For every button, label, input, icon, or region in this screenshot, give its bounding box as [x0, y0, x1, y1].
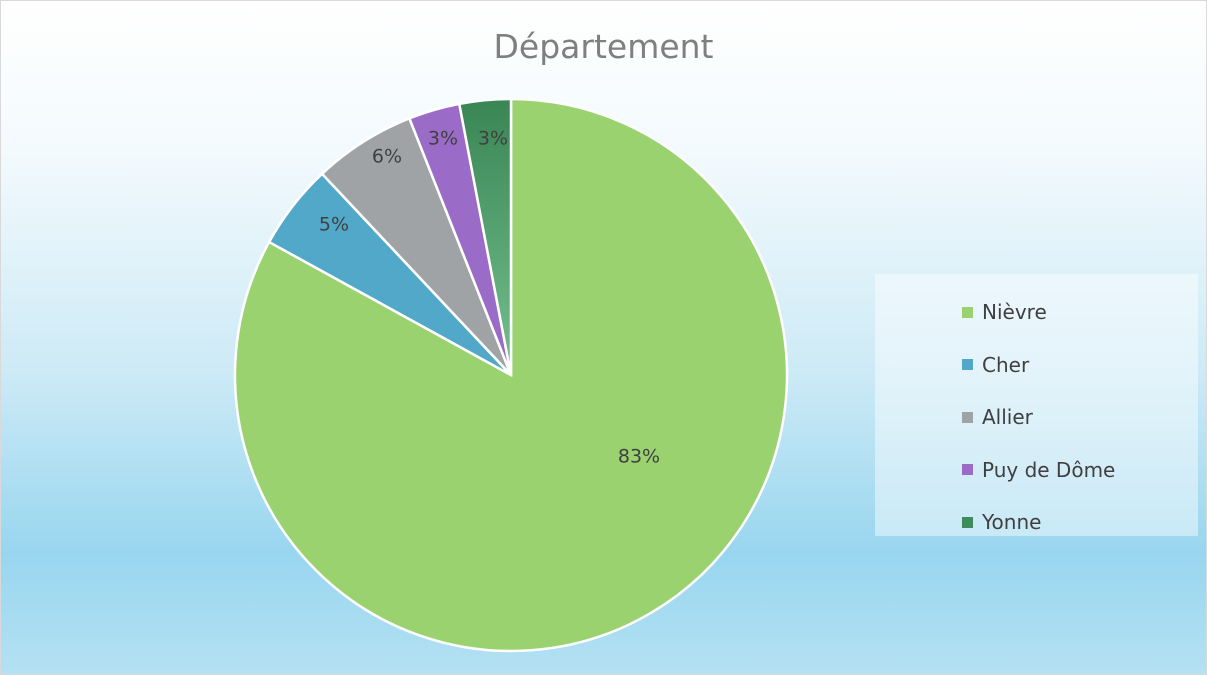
- legend-item: Yonne: [875, 496, 1198, 549]
- legend-item: Allier: [875, 391, 1198, 444]
- pie-slice-yonne: [457, 97, 513, 376]
- slice-label: 3%: [478, 128, 508, 150]
- legend-swatch: [962, 516, 973, 528]
- slice-label: 3%: [428, 128, 458, 150]
- legend-swatch: [962, 306, 973, 318]
- slice-label: 5%: [319, 214, 349, 236]
- legend-label: Yonne: [982, 510, 1042, 535]
- legend-swatch: [962, 359, 973, 371]
- pie-slice-nievre: [233, 97, 789, 653]
- slice-label: 6%: [372, 146, 402, 168]
- legend-label: Puy de Dôme: [982, 457, 1116, 482]
- legend: Nièvre Cher Allier Puy de Dôme Yonne: [875, 274, 1198, 536]
- legend-swatch: [962, 464, 973, 476]
- slice-label: 83%: [618, 446, 660, 468]
- legend-item: Puy de Dôme: [875, 444, 1198, 497]
- legend-swatch: [962, 411, 973, 423]
- legend-label: Allier: [982, 405, 1033, 430]
- legend-label: Nièvre: [982, 300, 1047, 325]
- legend-label: Cher: [982, 352, 1030, 377]
- legend-item: Cher: [875, 339, 1198, 392]
- legend-item: Nièvre: [875, 286, 1198, 339]
- chart-title: Département: [493, 27, 714, 66]
